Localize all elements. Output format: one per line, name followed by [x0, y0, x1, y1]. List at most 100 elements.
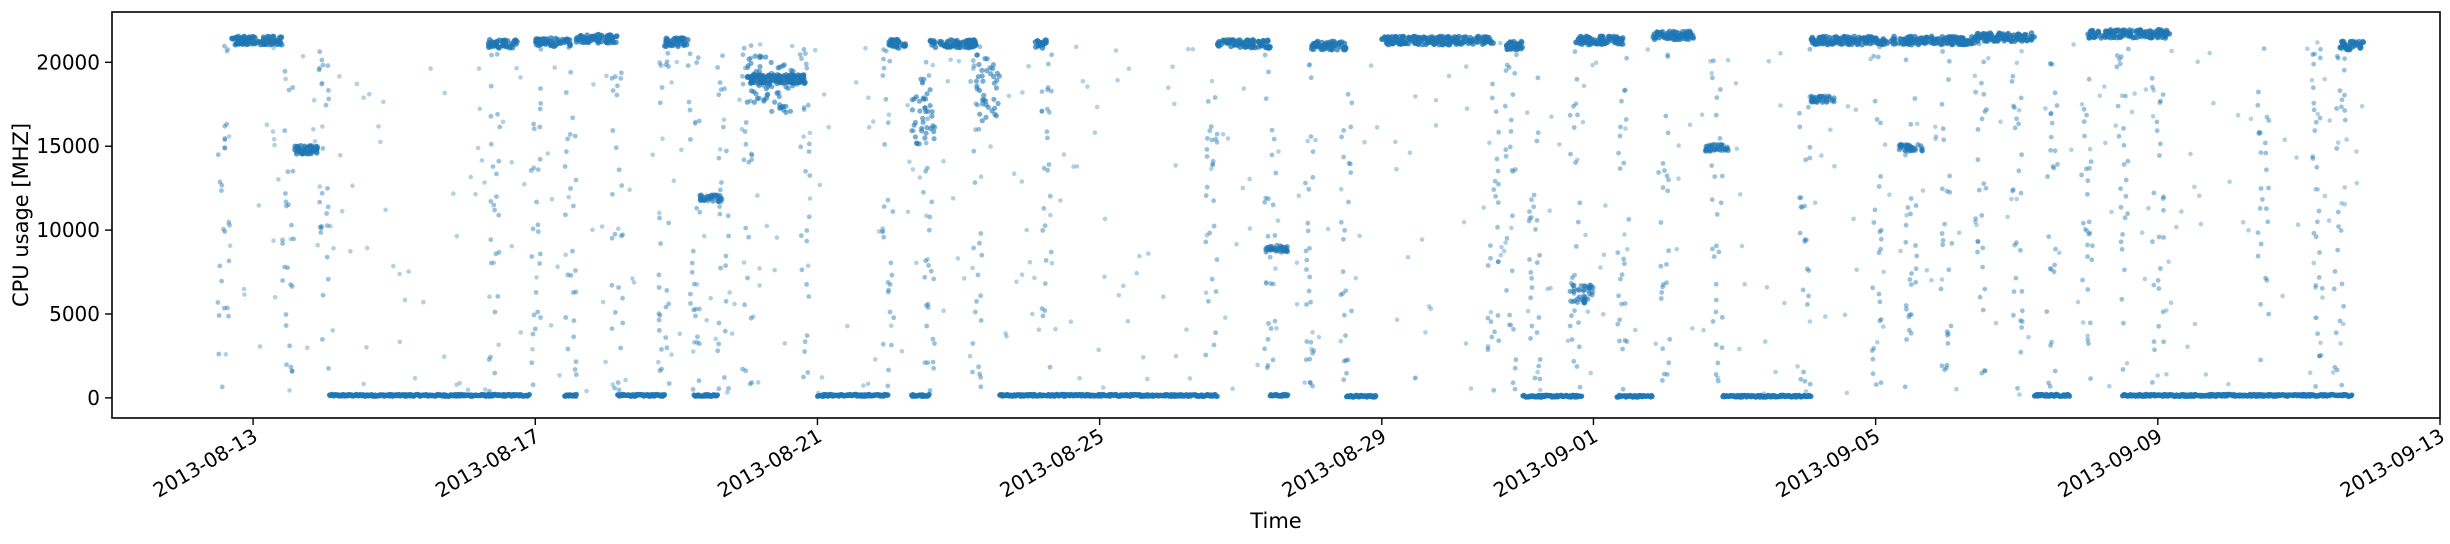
data-point-4467	[2125, 158, 2131, 164]
data-point-2052	[1032, 39, 1039, 45]
data-point-3707	[618, 345, 623, 351]
data-point-3866	[883, 48, 889, 54]
data-point-4786	[473, 192, 478, 197]
data-point-3783	[726, 386, 731, 391]
data-point-3198	[772, 99, 778, 105]
data-point-3885	[927, 388, 933, 393]
data-point-3214	[783, 109, 789, 115]
data-point-3841	[804, 238, 810, 244]
data-point-3331	[718, 198, 724, 204]
data-point-3712	[620, 320, 626, 326]
data-point-3651	[529, 254, 535, 259]
data-point-3605	[323, 102, 329, 108]
data-point-4269	[1870, 356, 1876, 362]
data-point-3803	[745, 65, 751, 71]
data-point-4560	[2339, 46, 2345, 52]
data-point-4644	[1795, 364, 1800, 369]
data-point-4897	[925, 257, 930, 262]
data-point-4571	[2335, 247, 2341, 253]
data-point-2030	[949, 42, 955, 49]
data-point-4691	[616, 226, 621, 231]
data-point-3835	[806, 149, 812, 155]
data-point-4384	[2011, 103, 2016, 109]
data-point-4267	[1871, 345, 1877, 351]
data-point-4545	[2311, 230, 2317, 236]
data-point-4955	[1126, 66, 1132, 72]
data-point-4089	[1504, 288, 1509, 293]
data-point-4984	[563, 252, 568, 257]
data-point-4404	[2049, 339, 2054, 345]
data-point-3814	[743, 141, 749, 147]
data-point-3686	[573, 372, 579, 378]
data-point-3563	[283, 312, 289, 317]
data-point-3576	[280, 237, 285, 243]
data-point-4385	[2019, 319, 2025, 324]
data-point-4085	[1503, 68, 1509, 73]
data-point-3635	[495, 111, 500, 117]
data-point-3701	[619, 183, 625, 188]
data-point-4727	[311, 97, 317, 103]
data-point-4370	[2019, 288, 2025, 294]
data-point-4423	[2085, 191, 2090, 197]
data-point-4701	[1590, 62, 1595, 68]
data-point-4685	[1102, 216, 1108, 222]
data-point-4481	[2160, 92, 2166, 97]
data-point-3725	[659, 347, 664, 352]
data-point-3265	[977, 111, 983, 117]
data-point-3874	[932, 341, 937, 346]
data-point-4145	[1571, 103, 1576, 109]
data-point-4487	[2160, 309, 2166, 315]
data-point-3736	[664, 288, 670, 293]
data-point-3723	[656, 311, 662, 317]
data-point-3601	[319, 57, 325, 63]
data-point-4119	[1534, 138, 1540, 144]
data-point-3584	[282, 68, 288, 74]
data-point-4110	[1529, 275, 1534, 281]
data-point-4506	[2258, 150, 2264, 156]
data-point-3552	[226, 313, 231, 319]
data-point-3811	[740, 73, 745, 79]
data-point-867	[1373, 393, 1379, 399]
data-point-4901	[1880, 324, 1886, 329]
data-point-4045	[1343, 288, 1349, 294]
data-point-3864	[881, 65, 887, 71]
data-point-3937	[1042, 223, 1048, 229]
data-point-3183	[790, 83, 796, 89]
data-point-3997	[1266, 196, 1271, 202]
data-point-4469	[2121, 125, 2126, 131]
data-point-2497	[1597, 35, 1603, 42]
data-point-4434	[2087, 320, 2093, 326]
data-point-2390	[1385, 39, 1391, 45]
data-point-4735	[674, 59, 680, 65]
data-point-4444	[2087, 165, 2092, 171]
data-point-4156	[1577, 384, 1583, 390]
data-point-4286	[1874, 117, 1880, 122]
data-point-4258	[1803, 157, 1809, 163]
data-point-4247	[1807, 155, 1813, 161]
data-point-3908	[973, 127, 979, 133]
data-point-4014	[1310, 383, 1315, 389]
data-point-4471	[2123, 193, 2129, 199]
data-point-3258	[975, 74, 981, 80]
data-point-3655	[533, 290, 539, 295]
data-point-4297	[1912, 96, 1918, 101]
data-point-4210	[1667, 336, 1673, 342]
data-point-3680	[573, 289, 579, 295]
data-point-2816	[1818, 38, 1825, 44]
data-point-4475	[2161, 339, 2167, 345]
data-point-1955	[889, 43, 896, 49]
data-point-3577	[284, 362, 289, 367]
data-point-4952	[729, 331, 735, 336]
data-point-3152	[753, 68, 759, 74]
data-point-355	[662, 392, 668, 398]
data-point-4023	[1308, 75, 1314, 81]
data-point-3768	[694, 340, 700, 345]
data-point-3877	[931, 365, 937, 371]
data-point-3718	[657, 60, 663, 66]
data-point-827	[1285, 392, 1291, 398]
data-point-3640	[528, 168, 534, 173]
data-point-3910	[978, 374, 984, 380]
data-point-3543	[219, 278, 225, 284]
data-point-2141	[1222, 39, 1228, 45]
data-point-4873	[590, 227, 595, 233]
